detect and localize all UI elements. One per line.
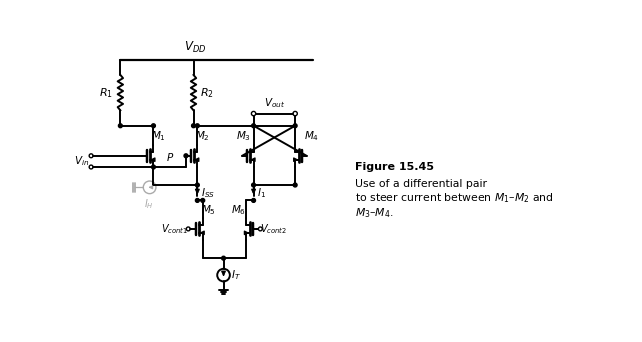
Text: $I_H$: $I_H$ [144,197,153,211]
Text: Figure 15.45: Figure 15.45 [355,162,434,172]
Text: $I_{SS}$: $I_{SS}$ [201,186,215,200]
Text: $M_3$: $M_3$ [236,129,251,143]
Circle shape [293,124,297,128]
Circle shape [221,256,225,260]
Text: $M_5$: $M_5$ [201,203,216,218]
Circle shape [118,124,122,128]
Text: $P$: $P$ [166,151,174,163]
Circle shape [252,183,256,187]
Circle shape [152,124,155,128]
Circle shape [201,198,205,202]
Text: $V_{in}$: $V_{in}$ [74,155,89,168]
Circle shape [195,198,199,202]
Circle shape [293,183,297,187]
Text: $M_2$: $M_2$ [195,129,210,143]
Text: $I_T$: $I_T$ [231,268,241,282]
Text: $R_2$: $R_2$ [200,86,214,100]
Circle shape [195,183,199,187]
Text: $R_1$: $R_1$ [100,86,114,100]
Text: $M_6$: $M_6$ [230,203,246,218]
Text: $M_4$: $M_4$ [304,129,319,143]
Circle shape [184,154,188,158]
Circle shape [252,124,256,128]
Circle shape [252,198,256,202]
Text: $V_{cont1}$: $V_{cont1}$ [161,222,188,236]
Text: Use of a differential pair
to steer current between $M_1$–$M_2$ and
$M_3$–$M_4$.: Use of a differential pair to steer curr… [355,179,554,221]
Text: $V_{cont2}$: $V_{cont2}$ [261,222,288,236]
Text: $V_{out}$: $V_{out}$ [264,96,285,110]
Circle shape [195,124,199,128]
Circle shape [191,124,195,128]
Text: $M_1$: $M_1$ [151,129,166,143]
Circle shape [152,165,155,169]
Text: $I_1$: $I_1$ [257,186,266,200]
Text: $V_{DD}$: $V_{DD}$ [184,40,207,55]
